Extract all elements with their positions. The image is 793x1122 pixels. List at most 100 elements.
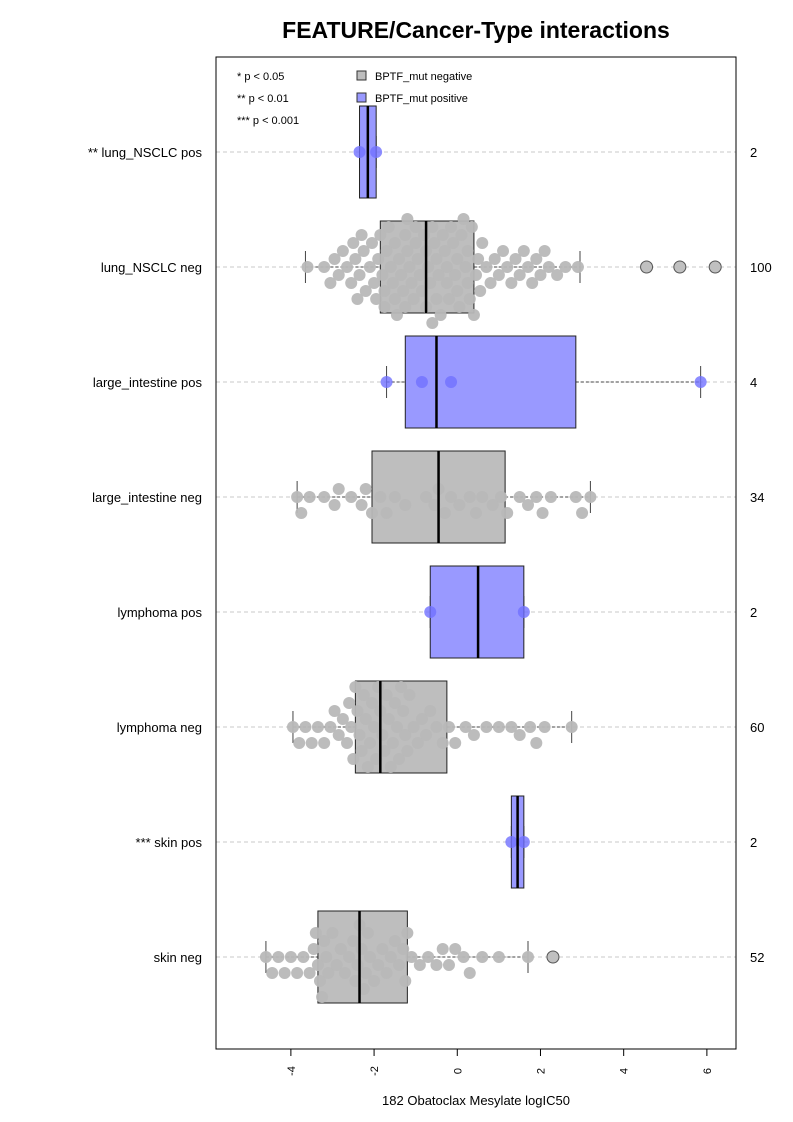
data-point — [374, 229, 387, 241]
data-point — [534, 269, 547, 281]
data-point — [318, 935, 331, 947]
data-point — [505, 277, 518, 289]
data-point — [486, 499, 499, 511]
data-point — [492, 951, 505, 963]
data-point — [382, 713, 395, 725]
data-point — [457, 213, 470, 225]
data-point — [303, 491, 316, 503]
data-point — [449, 269, 462, 281]
data-point — [343, 951, 356, 963]
x-axis: -4 -2 0 2 4 6 — [286, 1049, 714, 1076]
data-point — [445, 221, 458, 233]
data-point — [411, 737, 424, 749]
data-point — [353, 146, 366, 158]
data-point — [440, 261, 453, 273]
data-point — [480, 721, 493, 733]
data-point — [538, 721, 551, 733]
data-point — [530, 491, 543, 503]
significance-item: * p < 0.05 — [237, 71, 284, 83]
data-point — [513, 729, 526, 741]
data-point — [318, 491, 331, 503]
data-point — [492, 721, 505, 733]
data-point — [326, 927, 339, 939]
data-point — [399, 499, 412, 511]
group-label: lymphoma neg — [117, 720, 202, 735]
data-point — [376, 943, 389, 955]
y-axis-labels: ** lung_NSCLC pos lung_NSCLC neg large_int… — [88, 145, 203, 965]
data-point — [316, 991, 329, 1003]
data-point — [530, 737, 543, 749]
data-point — [361, 761, 374, 773]
data-point — [403, 689, 416, 701]
data-point — [347, 935, 360, 947]
data-point — [694, 376, 707, 388]
data-point — [309, 927, 322, 939]
data-point — [390, 309, 403, 321]
data-point — [461, 245, 474, 257]
data-point — [438, 245, 451, 257]
data-point — [405, 951, 418, 963]
data-point — [399, 975, 412, 987]
data-point — [463, 967, 476, 979]
data-point — [494, 491, 507, 503]
data-point — [403, 261, 416, 273]
box-group — [380, 335, 707, 429]
data-point — [376, 269, 389, 281]
data-point — [393, 753, 406, 765]
data-point — [463, 491, 476, 503]
data-point — [376, 729, 389, 741]
data-point — [401, 745, 414, 757]
group-label: *** skin pos — [136, 835, 203, 850]
data-point — [524, 721, 537, 733]
data-point — [349, 681, 362, 693]
data-point — [472, 253, 485, 265]
sample-counts: 2 100 4 34 2 60 2 52 — [750, 145, 772, 965]
data-point — [382, 221, 395, 233]
data-point — [542, 261, 555, 273]
group-count: 60 — [750, 720, 764, 735]
data-point — [397, 285, 410, 297]
data-point — [442, 721, 455, 733]
x-tick-label: -4 — [286, 1066, 298, 1076]
data-point — [272, 951, 285, 963]
data-point — [569, 491, 582, 503]
data-point — [370, 293, 383, 305]
box-group — [286, 680, 578, 774]
data-point — [476, 237, 489, 249]
data-point — [388, 935, 401, 947]
data-point — [467, 729, 480, 741]
data-point — [430, 721, 443, 733]
group-count: 2 — [750, 605, 757, 620]
data-point — [474, 285, 487, 297]
x-axis-label: 182 Obatoclax Mesylate logIC50 — [382, 1093, 570, 1108]
chart-title: FEATURE/Cancer-Type interactions — [282, 17, 670, 43]
data-point — [492, 269, 505, 281]
data-point — [299, 721, 312, 733]
data-point — [436, 229, 449, 241]
data-point — [407, 293, 420, 305]
data-point — [522, 499, 534, 511]
data-point — [311, 959, 324, 971]
outlier-point — [708, 260, 722, 274]
data-point — [571, 261, 584, 273]
data-point — [353, 729, 366, 741]
outlier-point — [673, 260, 687, 274]
data-point — [513, 491, 526, 503]
data-point — [366, 507, 378, 519]
data-point — [307, 943, 320, 955]
data-point — [470, 269, 482, 281]
data-point — [380, 507, 393, 519]
data-point — [393, 253, 406, 265]
data-point — [330, 959, 343, 971]
x-tick-label: 4 — [619, 1068, 631, 1074]
data-point — [488, 253, 501, 265]
significance-legend: * p < 0.05 ** p < 0.01 *** p < 0.001 — [237, 71, 299, 127]
data-point — [459, 261, 472, 273]
significance-item: ** p < 0.01 — [237, 93, 289, 105]
data-point — [436, 737, 449, 749]
data-point — [286, 721, 299, 733]
data-point — [388, 237, 401, 249]
data-point — [399, 301, 412, 313]
data-point — [426, 317, 439, 329]
